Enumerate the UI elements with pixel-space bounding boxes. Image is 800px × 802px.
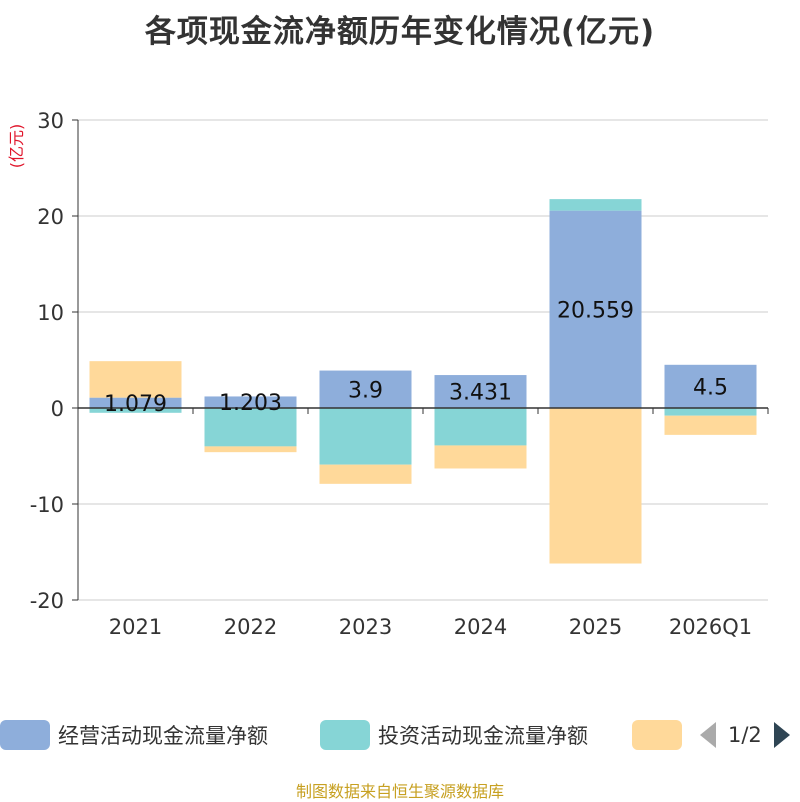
legend-label-operating: 经营活动现金流量净额 — [58, 724, 268, 748]
bar-operating — [319, 370, 412, 408]
data-label: 1.203 — [219, 391, 282, 416]
x-tick-label: 2021 — [109, 615, 162, 639]
legend-item-investing[interactable]: 投资活动现金流量净额 — [320, 717, 588, 753]
legend-page-indicator: 1/2 — [728, 723, 762, 747]
axes: 30 20 10 0 -10 -20 (亿元) 2021 2022 2023 2024 2025 202… — [7, 109, 769, 639]
x-tick-label: 2026Q1 — [669, 615, 752, 639]
bar-operating — [89, 397, 182, 408]
bar-financing — [664, 415, 757, 435]
data-label: 4.5 — [693, 375, 728, 400]
bar-financing — [549, 408, 642, 564]
y-tick-label: 20 — [37, 205, 64, 229]
bar-investing — [89, 408, 182, 413]
legend-swatch-investing — [320, 720, 370, 750]
y-tick-label: 10 — [37, 301, 64, 325]
y-tick-label: -20 — [30, 589, 64, 613]
bar-operating — [204, 396, 297, 408]
x-tick-label: 2024 — [454, 615, 507, 639]
bar-investing — [549, 199, 642, 211]
bars — [89, 199, 757, 564]
y-axis-label: (亿元) — [7, 124, 26, 169]
source-note: 制图数据来自恒生聚源数据库 — [295, 782, 504, 801]
x-tick-label: 2022 — [224, 615, 277, 639]
bar-operating — [549, 210, 642, 408]
legend-prev-icon[interactable] — [700, 722, 716, 748]
bar-financing — [89, 361, 182, 398]
bar-investing — [319, 408, 412, 465]
legend-label-investing: 投资活动现金流量净额 — [378, 724, 588, 748]
bar-financing — [204, 446, 297, 453]
bar-investing — [434, 408, 527, 446]
legend-item-operating[interactable]: 经营活动现金流量净额 — [0, 717, 268, 753]
bar-investing — [664, 408, 757, 416]
bar-investing — [204, 408, 297, 447]
bar-operating — [434, 375, 527, 408]
x-tick-label: 2023 — [339, 615, 392, 639]
legend-pager: 1/2 — [700, 717, 790, 753]
data-label: 3.9 — [348, 378, 383, 403]
legend-swatch-financing — [632, 720, 682, 750]
x-tick-label: 2025 — [569, 615, 622, 639]
data-labels: 1.079 1.203 3.9 3.431 20.559 4.5 — [104, 298, 728, 417]
bar-operating — [664, 364, 757, 408]
legend: 经营活动现金流量净额 投资活动现金流量净额 1/2 — [0, 717, 800, 753]
grid-lines — [78, 119, 768, 601]
y-tick-label: -10 — [30, 493, 64, 517]
legend-next-icon[interactable] — [773, 722, 790, 748]
legend-item-financing[interactable] — [632, 717, 682, 753]
bar-financing — [319, 464, 412, 484]
y-tick-label: 30 — [37, 109, 64, 133]
data-label: 1.079 — [104, 392, 167, 417]
data-label: 3.431 — [449, 381, 512, 406]
bar-financing — [434, 445, 527, 469]
legend-swatch-operating — [0, 720, 50, 750]
chart-title: 各项现金流净额历年变化情况(亿元) — [144, 14, 656, 50]
data-label: 20.559 — [557, 298, 634, 323]
y-tick-label: 0 — [51, 397, 64, 421]
